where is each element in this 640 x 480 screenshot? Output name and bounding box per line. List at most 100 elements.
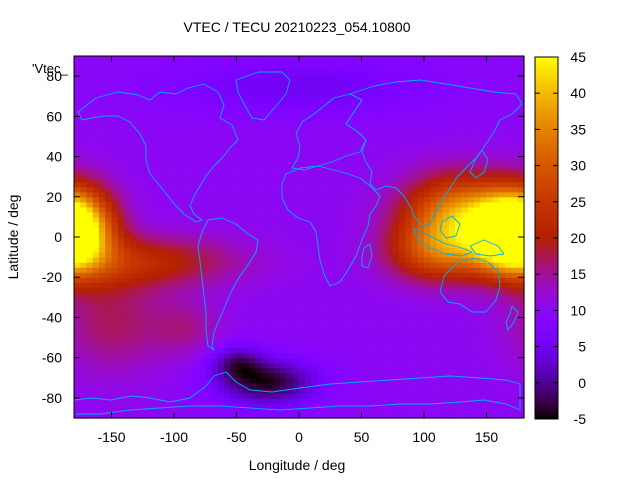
- heat-cell: [311, 287, 319, 293]
- heat-cell: [505, 317, 513, 324]
- heat-cell: [405, 257, 413, 263]
- heat-cell: [361, 176, 369, 183]
- heat-cell: [317, 322, 325, 329]
- heat-cell: [386, 352, 394, 359]
- heat-cell: [161, 181, 169, 188]
- heat-cell: [386, 332, 394, 339]
- heat-cell: [274, 146, 281, 153]
- heat-cell: [149, 337, 156, 344]
- heat-cell: [280, 151, 288, 158]
- heat-cell: [99, 362, 106, 369]
- heat-cell: [461, 76, 469, 82]
- heat-cell: [267, 126, 275, 133]
- heat-cell: [224, 226, 231, 233]
- heat-cell: [367, 292, 375, 298]
- heat-cell: [230, 101, 238, 107]
- heat-cell: [192, 176, 200, 183]
- heat-cell: [155, 186, 163, 193]
- heat-cell: [130, 342, 138, 349]
- heat-cell: [180, 151, 188, 158]
- heat-cell: [192, 56, 200, 62]
- heat-cell: [455, 116, 463, 122]
- heat-cell: [174, 377, 181, 384]
- heat-cell: [430, 272, 438, 278]
- heat-cell: [224, 151, 231, 158]
- heat-cell: [261, 121, 269, 127]
- heat-cell: [280, 342, 288, 349]
- heat-cell: [442, 347, 450, 354]
- heat-cell: [392, 66, 400, 72]
- heat-cell: [317, 407, 325, 414]
- heat-cell: [336, 252, 344, 258]
- heat-cell: [480, 226, 488, 233]
- heat-cell: [99, 66, 106, 72]
- heat-cell: [505, 287, 513, 293]
- heat-cell: [130, 156, 138, 163]
- heat-cell: [374, 362, 381, 369]
- heat-cell: [449, 101, 456, 107]
- heat-cell: [205, 66, 213, 72]
- heat-cell: [380, 357, 388, 364]
- heat-cell: [136, 76, 144, 82]
- heat-cell: [242, 151, 250, 158]
- heat-cell: [386, 402, 394, 409]
- heat-cell: [255, 262, 263, 268]
- heat-cell: [342, 282, 350, 288]
- heat-cell: [430, 402, 438, 409]
- heat-cell: [492, 307, 500, 314]
- heat-cell: [249, 397, 256, 404]
- heat-cell: [92, 332, 100, 339]
- heat-cell: [424, 66, 431, 72]
- heat-cell: [455, 307, 463, 314]
- heat-cell: [80, 136, 88, 143]
- heat-cell: [342, 382, 350, 389]
- heat-cell: [380, 231, 388, 238]
- heat-cell: [161, 327, 169, 334]
- heat-cell: [174, 116, 181, 122]
- heat-cell: [486, 362, 494, 369]
- heat-cell: [236, 362, 244, 369]
- heat-cell: [217, 272, 225, 278]
- heat-cell: [217, 186, 225, 193]
- heat-cell: [161, 287, 169, 293]
- heat-cell: [236, 327, 244, 334]
- heat-cell: [436, 342, 444, 349]
- heat-cell: [474, 91, 481, 97]
- heat-cell: [417, 146, 425, 153]
- heat-cell: [111, 56, 119, 62]
- heat-cell: [330, 111, 338, 117]
- heat-cell: [261, 81, 269, 87]
- heat-cell: [261, 362, 269, 369]
- heat-cell: [436, 392, 444, 399]
- heat-cell: [280, 337, 288, 344]
- heat-cell: [242, 297, 250, 303]
- heat-cell: [392, 221, 400, 228]
- heat-cell: [242, 61, 250, 67]
- heat-cell: [211, 307, 219, 314]
- heat-cell: [130, 191, 138, 198]
- heat-cell: [467, 277, 475, 283]
- heat-cell: [424, 211, 431, 218]
- heat-cell: [149, 257, 156, 263]
- heat-cell: [374, 372, 381, 379]
- heat-cell: [505, 407, 513, 414]
- heat-cell: [217, 226, 225, 233]
- heat-cell: [230, 377, 238, 384]
- heat-cell: [286, 71, 294, 77]
- heat-cell: [342, 352, 350, 359]
- heat-cell: [174, 211, 181, 218]
- heat-cell: [280, 247, 288, 253]
- heat-cell: [455, 101, 463, 107]
- heat-cell: [186, 382, 194, 389]
- heat-cell: [474, 347, 481, 354]
- heat-cell: [205, 71, 213, 77]
- heat-cell: [292, 231, 300, 238]
- heat-cell: [324, 302, 331, 308]
- heat-cell: [186, 412, 194, 419]
- heat-cell: [342, 181, 350, 188]
- heat-cell: [299, 357, 306, 364]
- heat-cell: [286, 131, 294, 138]
- heat-cell: [392, 352, 400, 359]
- heat-cell: [92, 221, 100, 228]
- heat-cell: [224, 357, 231, 364]
